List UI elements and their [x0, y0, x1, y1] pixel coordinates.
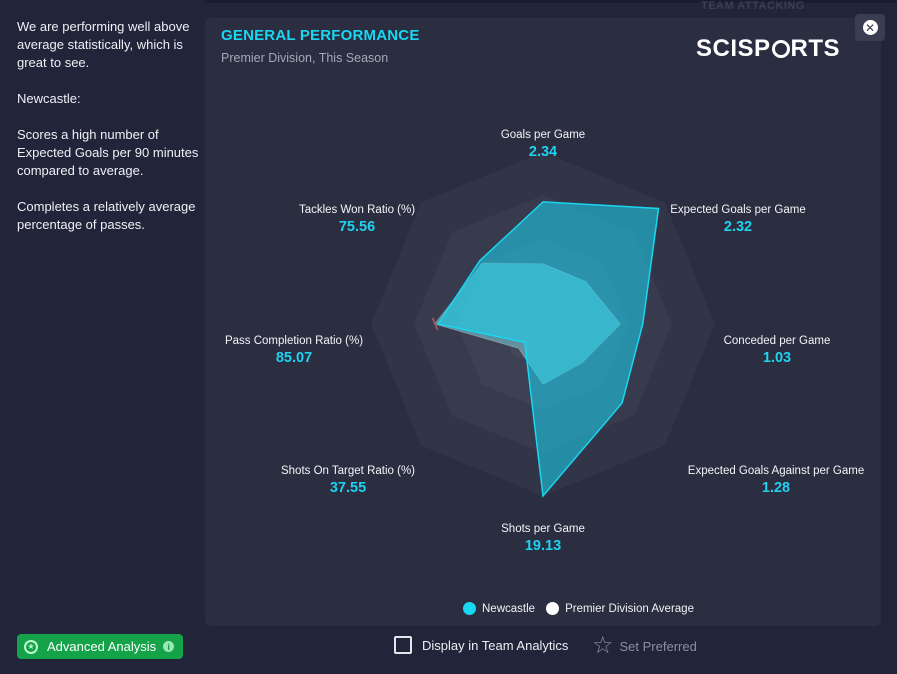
performance-card: GENERAL PERFORMANCE Premier Division, Th…	[205, 18, 881, 626]
axis-label: Shots per Game	[501, 523, 585, 535]
axis-value: 2.32	[724, 219, 752, 235]
display-in-team-analytics-label: Display in Team Analytics	[422, 637, 569, 653]
axis-value: 37.55	[330, 480, 366, 496]
summary-paragraph: Newcastle:	[17, 91, 81, 106]
radar-chart: Goals per Game 2.34 Expected Goals per Gam…	[225, 129, 864, 554]
star-circle-icon: ★	[24, 639, 38, 654]
info-icon[interactable]: i	[163, 641, 175, 652]
axis-label: Tackles Won Ratio (%)	[299, 204, 415, 216]
display-in-team-analytics-checkbox[interactable]: Display in Team Analytics	[394, 636, 568, 654]
axis-value: 85.07	[276, 350, 312, 366]
axis-value: 75.56	[339, 219, 375, 235]
average-overlap-mark	[431, 317, 439, 331]
axis-label: Pass Completion Ratio (%)	[225, 335, 363, 347]
legend-item-average[interactable]: Premier Division Average	[546, 602, 694, 615]
legend-label: Newcastle	[482, 602, 536, 615]
card-title: GENERAL PERFORMANCE	[221, 27, 420, 44]
axis-value: 2.34	[529, 144, 557, 160]
window-frame	[0, 0, 897, 3]
axis-value: 1.03	[763, 350, 791, 366]
radar-series	[431, 201, 660, 498]
axis-label: Goals per Game	[501, 129, 585, 141]
scisports-logo: SCISP RTS	[696, 35, 841, 62]
chart-legend: Newcastle Premier Division Average	[463, 602, 705, 615]
summary-paragraph: Completes a relatively average percentag…	[17, 199, 196, 232]
summary-paragraph: Scores a high number of Expected Goals p…	[17, 127, 199, 178]
summary-paragraph: We are performing well above average sta…	[17, 19, 190, 70]
advanced-analysis-button[interactable]: ★ Advanced Analysis i	[17, 634, 183, 659]
set-preferred-label: Set Preferred	[619, 638, 697, 654]
axis-label: Conceded per Game	[724, 335, 831, 347]
close-button[interactable]: ✕	[855, 14, 885, 41]
summary-panel: We are performing well above average sta…	[0, 0, 204, 674]
star-outline-icon: ☆	[592, 632, 614, 659]
axis-label: Shots On Target Ratio (%)	[281, 465, 415, 477]
card-subtitle: Premier Division, This Season	[221, 51, 389, 65]
radar-labels: Goals per Game 2.34 Expected Goals per Gam…	[225, 129, 864, 554]
checkbox-icon	[394, 636, 412, 654]
background-header-fragment: TEAM ATTACKING	[701, 0, 805, 12]
series-newcastle-shape	[436, 201, 660, 498]
advanced-analysis-label: Advanced Analysis	[47, 639, 157, 654]
close-circle-icon: ✕	[862, 20, 878, 35]
legend-label: Premier Division Average	[565, 602, 694, 615]
axis-label: Expected Goals per Game	[670, 204, 806, 216]
axis-label: Expected Goals Against per Game	[688, 465, 864, 477]
legend-dot-icon	[546, 602, 560, 615]
axis-value: 1.28	[762, 480, 790, 496]
legend-item-newcastle[interactable]: Newcastle	[463, 602, 535, 615]
summary-text: We are performing well above average sta…	[17, 18, 202, 252]
axis-value: 19.13	[525, 538, 561, 554]
set-preferred-button[interactable]: ☆ Set Preferred	[592, 634, 697, 658]
legend-dot-icon	[463, 602, 476, 615]
